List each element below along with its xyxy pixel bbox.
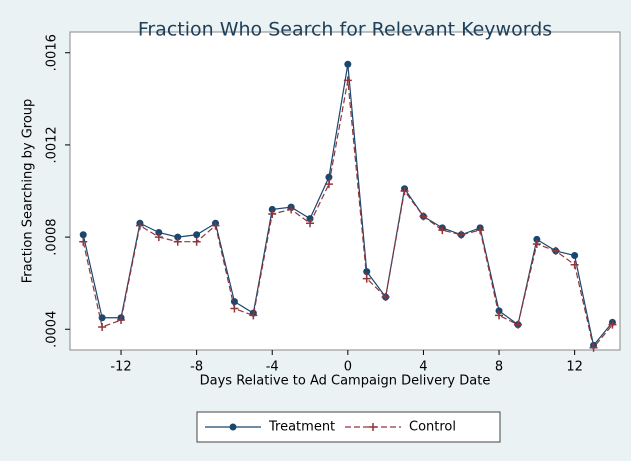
x-tick-label: -4	[266, 360, 279, 375]
data-point	[589, 343, 598, 352]
data-point	[495, 311, 504, 320]
data-point	[98, 322, 107, 331]
y-axis-label: Fraction Searching by Group	[21, 99, 36, 284]
x-tick-label: 12	[566, 360, 583, 375]
data-point	[551, 246, 560, 255]
data-point	[343, 76, 352, 85]
data-point	[363, 268, 371, 276]
data-point	[381, 293, 390, 301]
data-point	[457, 230, 466, 239]
data-point	[570, 260, 579, 269]
x-tick-label: -12	[110, 360, 131, 375]
data-point	[287, 205, 296, 214]
data-point	[362, 274, 371, 283]
data-point	[211, 221, 220, 230]
data-point	[400, 187, 409, 195]
legend-marker	[369, 423, 377, 431]
y-tick-label: .0016	[45, 34, 60, 71]
data-point	[476, 226, 485, 235]
x-tick-label: -8	[190, 360, 203, 375]
data-point	[532, 240, 541, 248]
x-tick-label: 4	[419, 360, 427, 375]
data-point	[608, 320, 617, 329]
legend-label: Treatment	[268, 420, 335, 435]
x-tick-label: 8	[495, 360, 503, 375]
x-tick-label: 0	[344, 360, 352, 375]
data-point	[268, 205, 276, 213]
data-point	[533, 235, 541, 243]
plot-area	[69, 31, 621, 351]
legend-label: Control	[409, 420, 456, 435]
data-point	[117, 316, 126, 325]
data-point	[306, 219, 315, 228]
legend-marker	[229, 423, 237, 431]
data-point	[79, 231, 87, 239]
data-point	[325, 173, 333, 181]
data-point	[135, 221, 144, 230]
data-point	[154, 233, 163, 242]
y-tick-label: .0012	[45, 126, 60, 163]
data-point	[79, 237, 88, 246]
data-point	[438, 226, 447, 235]
data-point	[98, 314, 106, 322]
data-point	[192, 237, 201, 246]
data-point	[513, 320, 522, 329]
data-point	[230, 304, 239, 313]
data-point	[155, 228, 163, 236]
data-point	[193, 231, 201, 239]
data-point	[173, 237, 182, 246]
data-point	[344, 60, 352, 68]
data-point	[268, 210, 277, 219]
data-point	[174, 233, 182, 241]
chart-title: Fraction Who Search for Relevant Keyword…	[138, 19, 552, 41]
data-point	[324, 180, 333, 189]
y-tick-label: .0008	[45, 218, 60, 255]
data-point	[571, 252, 579, 260]
data-point	[249, 311, 258, 320]
data-point	[419, 212, 428, 221]
y-tick-label: .0004	[45, 311, 60, 348]
x-axis-label: Days Relative to Ad Campaign Delivery Da…	[200, 374, 491, 389]
